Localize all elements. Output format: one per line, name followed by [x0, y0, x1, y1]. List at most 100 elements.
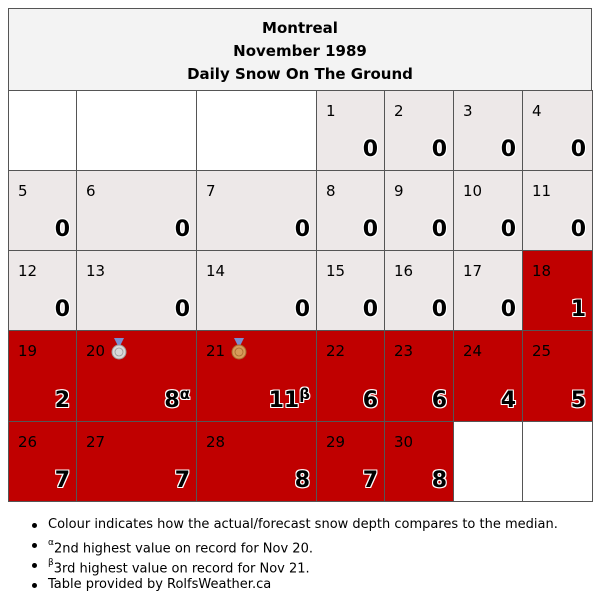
snow-depth-value: 0 — [363, 297, 378, 322]
snow-depth-value: 4 — [501, 388, 516, 413]
snow-depth-value: 5 — [571, 388, 586, 413]
day-number: 11 — [532, 182, 552, 200]
snow-depth-number: 0 — [362, 297, 378, 322]
snow-depth-number: 5 — [570, 388, 586, 413]
day-cell-10: 10 0 — [453, 170, 523, 251]
day-number: 6 — [86, 182, 96, 200]
day-number: 17 — [463, 262, 483, 280]
day-cell-15: 15 0 — [316, 250, 385, 331]
day-cell-14: 14 0 — [196, 250, 317, 331]
snow-depth-value: 0 — [295, 217, 310, 242]
day-cell-16: 16 0 — [384, 250, 454, 331]
snow-depth-number: 0 — [174, 297, 190, 322]
snow-depth-number: 2 — [54, 388, 70, 413]
snow-depth-number: 7 — [362, 468, 378, 493]
day-number: 8 — [326, 182, 336, 200]
empty-day-cell — [522, 421, 593, 502]
note-text: 3rd highest value on record for Nov 21. — [53, 561, 310, 577]
day-cell-26: 26 7 — [8, 421, 77, 502]
snow-depth-number: 6 — [431, 388, 447, 413]
day-number: 23 — [394, 342, 414, 360]
day-number: 13 — [86, 262, 106, 280]
day-number: 3 — [463, 102, 473, 120]
note-item: Table provided by RolfsWeather.ca — [30, 575, 558, 595]
snow-depth-number: 1 — [570, 297, 586, 322]
snow-depth-value: 0 — [432, 217, 447, 242]
day-cell-17: 17 0 — [453, 250, 523, 331]
snow-depth-value: 8 — [295, 468, 310, 493]
snow-depth-number: 8 — [164, 388, 180, 413]
snow-depth-number: 7 — [174, 468, 190, 493]
note-item: β3rd highest value on record for Nov 21. — [30, 555, 558, 577]
day-number: 10 — [463, 182, 483, 200]
snow-depth-value: 7 — [55, 468, 70, 493]
snow-depth-value: 6 — [363, 388, 378, 413]
snow-depth-value: 11β — [268, 385, 310, 413]
day-cell-22: 22 6 — [316, 330, 385, 422]
note-mark: α — [48, 538, 54, 548]
day-number: 14 — [206, 262, 226, 280]
snow-depth-value: 1 — [571, 297, 586, 322]
note-mark: β — [48, 558, 54, 568]
day-number: 19 — [18, 342, 38, 360]
snow-depth-number: 0 — [500, 137, 516, 162]
snow-depth-value: 0 — [571, 217, 586, 242]
day-number: 22 — [326, 342, 346, 360]
snow-depth-number: 0 — [500, 217, 516, 242]
snow-depth-value: 7 — [363, 468, 378, 493]
day-number: 18 — [532, 262, 552, 280]
note-text: Colour indicates how the actual/forecast… — [48, 517, 558, 532]
snow-depth-number: 8 — [431, 468, 447, 493]
snow-depth-value: 6 — [432, 388, 447, 413]
day-cell-30: 30 8 — [384, 421, 454, 502]
empty-day-cell — [76, 90, 197, 171]
day-number: 21 — [206, 342, 226, 360]
snow-depth-value: 0 — [175, 217, 190, 242]
snow-depth-number: 0 — [294, 297, 310, 322]
day-number: 24 — [463, 342, 483, 360]
snow-depth-number: 0 — [570, 137, 586, 162]
snow-depth-number: 0 — [362, 217, 378, 242]
day-number: 20 — [86, 342, 106, 360]
snow-depth-value: 0 — [55, 217, 70, 242]
snow-depth-value: 7 — [175, 468, 190, 493]
day-number: 16 — [394, 262, 414, 280]
note-text: Table provided by RolfsWeather.ca — [48, 577, 272, 592]
snow-depth-number: 0 — [500, 297, 516, 322]
day-cell-28: 28 8 — [196, 421, 317, 502]
record-mark: β — [299, 385, 310, 403]
day-cell-11: 11 0 — [522, 170, 593, 251]
snow-depth-number: 0 — [54, 217, 70, 242]
snow-depth-value: 0 — [432, 297, 447, 322]
day-cell-18: 18 1 — [522, 250, 593, 331]
snow-depth-number: 8 — [294, 468, 310, 493]
snow-depth-number: 0 — [570, 217, 586, 242]
snow-depth-value: 0 — [571, 137, 586, 162]
day-cell-21: 21 11β — [196, 330, 317, 422]
record-mark: α — [179, 385, 190, 403]
day-cell-27: 27 7 — [76, 421, 197, 502]
snow-depth-number: 0 — [54, 297, 70, 322]
note-item: α2nd highest value on record for Nov 20. — [30, 535, 558, 556]
empty-day-cell — [8, 90, 77, 171]
day-cell-13: 13 0 — [76, 250, 197, 331]
day-number: 28 — [206, 433, 226, 451]
snow-depth-value: 0 — [55, 297, 70, 322]
day-number: 2 — [394, 102, 404, 120]
snow-depth-number: 0 — [362, 137, 378, 162]
empty-day-cell — [196, 90, 317, 171]
day-number: 29 — [326, 433, 346, 451]
notes-list: Colour indicates how the actual/forecast… — [30, 515, 558, 595]
day-number: 15 — [326, 262, 346, 280]
day-cell-19: 19 2 — [8, 330, 77, 422]
snow-depth-number: 4 — [500, 388, 516, 413]
snow-depth-number: 11 — [268, 388, 300, 413]
day-number: 27 — [86, 433, 106, 451]
calendar-header: Montreal November 1989 Daily Snow On The… — [8, 8, 592, 99]
month-title: November 1989 — [233, 42, 367, 60]
snow-depth-value: 0 — [501, 137, 516, 162]
